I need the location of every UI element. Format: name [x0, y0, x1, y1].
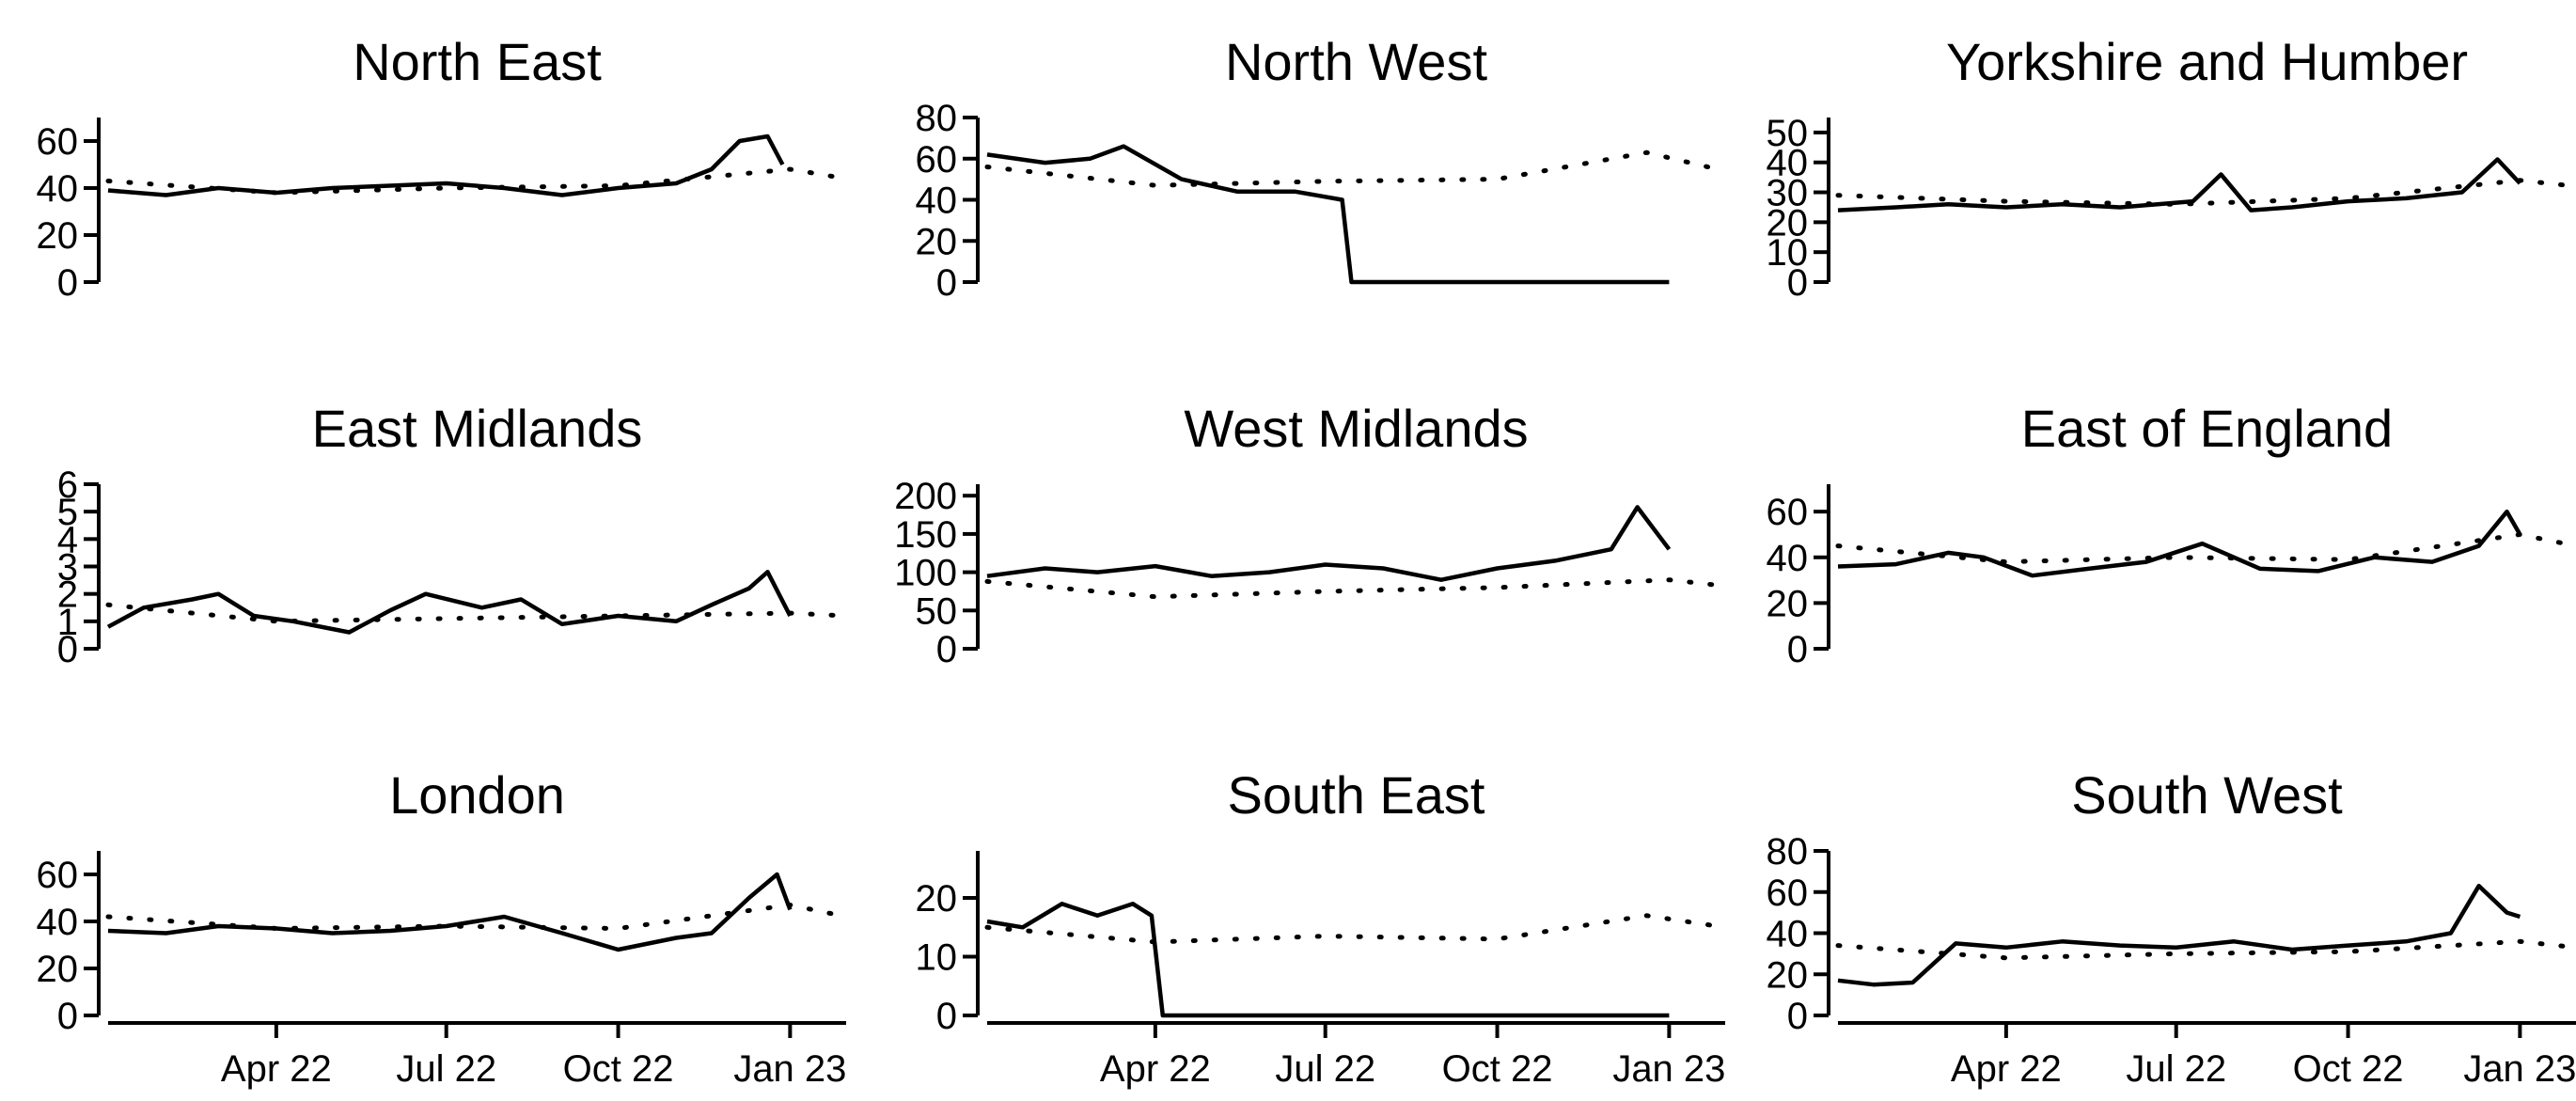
- series-line-dotted: [1835, 178, 2576, 207]
- y-tick-label: 0: [1787, 629, 1808, 670]
- y-tick-label: 20: [916, 221, 958, 262]
- x-tick-label: Jul 22: [396, 1048, 496, 1090]
- panel-title: South East: [1228, 765, 1485, 825]
- y-tick-label: 40: [916, 181, 958, 222]
- panel-title: North East: [353, 32, 602, 91]
- y-tick-label: 0: [1787, 262, 1808, 304]
- y-tick-label: 80: [1767, 831, 1809, 873]
- panel-title: South West: [2071, 765, 2343, 825]
- panel-title: East of England: [2021, 399, 2393, 458]
- series-line-solid: [1837, 509, 2522, 578]
- y-tick-label: 100: [894, 553, 957, 594]
- x-tick-label: Jul 22: [1275, 1048, 1375, 1090]
- y-tick-label: 0: [936, 629, 957, 670]
- y-tick-label: 10: [916, 937, 958, 979]
- y-tick-label: 2: [57, 574, 78, 616]
- x-tick-label: Apr 22: [1951, 1048, 2062, 1090]
- y-tick-label: 20: [1767, 583, 1809, 624]
- y-tick-label: 20: [37, 949, 79, 990]
- y-tick-label: 30: [1767, 173, 1809, 214]
- series-line-solid: [986, 902, 1670, 1018]
- y-tick-label: 20: [1767, 202, 1809, 244]
- panel-north-east: North East 0 20 40 60: [37, 32, 849, 304]
- y-tick-label: 3: [57, 547, 78, 589]
- y-tick-label: 200: [894, 476, 957, 517]
- panel-title: Yorkshire and Humber: [1946, 32, 2468, 91]
- y-tick-label: 10: [1767, 232, 1809, 274]
- y-tick-label: 20: [916, 878, 958, 920]
- series-line-solid: [106, 570, 793, 635]
- panel-london: London 0 20 40 60 Apr 22 Jul 22 Oct 22 Jan 23: [37, 765, 849, 1090]
- series-line-solid: [986, 505, 1672, 582]
- y-tick-label: 50: [916, 590, 958, 632]
- y-tick-label: 60: [37, 121, 79, 163]
- x-tick-label: Jan 23: [1612, 1048, 1725, 1090]
- y-tick-label: 60: [1767, 492, 1809, 533]
- series-line-solid: [107, 134, 785, 197]
- y-tick-label: 60: [916, 139, 958, 181]
- y-tick-label: 150: [894, 514, 957, 556]
- x-tick-label: Oct 22: [2293, 1048, 2404, 1090]
- y-tick-label: 0: [936, 996, 957, 1037]
- y-tick-label: 40: [37, 168, 79, 210]
- y-tick-label: 60: [1767, 873, 1809, 914]
- x-tick-label: Jan 23: [2463, 1048, 2576, 1090]
- x-tick-label: Jul 22: [2126, 1048, 2226, 1090]
- panel-title: London: [389, 765, 565, 825]
- y-tick-label: 60: [37, 855, 79, 896]
- y-tick-label: 80: [916, 98, 958, 139]
- y-tick-label: 40: [37, 902, 79, 943]
- panel-south-east: South East 0 10 20 Apr 22 Jul 22 Oct 22 Jan 23: [916, 765, 1728, 1090]
- series-line-solid: [107, 872, 793, 952]
- series-line-solid: [1837, 157, 2522, 212]
- panel-title: East Midlands: [312, 399, 643, 458]
- y-tick-label: 1: [57, 602, 78, 643]
- x-tick-label: Apr 22: [1100, 1048, 1211, 1090]
- y-tick-label: 0: [57, 629, 78, 670]
- series-line-dotted: [1835, 531, 2576, 565]
- y-tick-label: 50: [1767, 113, 1809, 154]
- y-tick-label: 6: [57, 464, 78, 506]
- y-tick-label: 4: [57, 519, 78, 560]
- y-tick-label: 40: [1767, 143, 1809, 184]
- y-tick-label: 0: [57, 262, 78, 304]
- x-tick-label: Apr 22: [221, 1048, 332, 1090]
- y-tick-label: 40: [1767, 914, 1809, 955]
- y-tick-label: 5: [57, 492, 78, 533]
- y-tick-label: 40: [1767, 538, 1809, 579]
- x-tick-label: Jan 23: [733, 1048, 846, 1090]
- y-tick-label: 20: [37, 215, 79, 257]
- series-line-solid: [1837, 883, 2521, 987]
- y-tick-label: 20: [1767, 954, 1809, 996]
- x-tick-label: Oct 22: [563, 1048, 674, 1090]
- panel-title: West Midlands: [1184, 399, 1528, 458]
- y-tick-label: 0: [1787, 996, 1808, 1037]
- y-tick-label: 0: [57, 996, 78, 1037]
- x-tick-label: Oct 22: [1442, 1048, 1553, 1090]
- panel-title: North West: [1225, 32, 1487, 91]
- y-tick-label: 0: [936, 262, 957, 304]
- series-line-solid: [986, 144, 1670, 285]
- series-line-dotted: [984, 577, 1728, 600]
- series-line-dotted: [984, 913, 1728, 945]
